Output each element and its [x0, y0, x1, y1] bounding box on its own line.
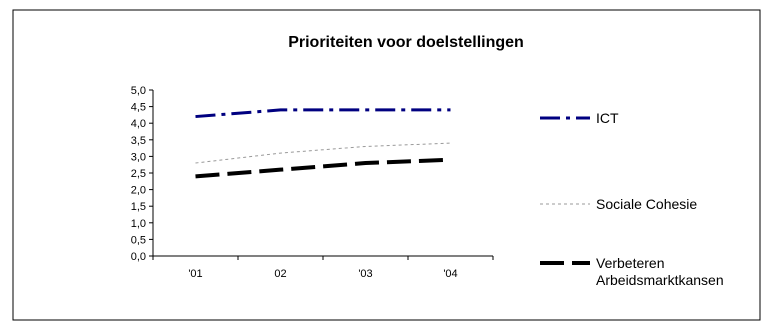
y-tick-label: 4,0	[131, 118, 146, 130]
y-tick-label: 1,0	[131, 218, 146, 230]
x-tick-label: '03	[358, 268, 372, 280]
legend: ICT Sociale Cohesie VerbeterenArbeidsmarkt…	[540, 110, 724, 288]
y-tick-label: 1,5	[131, 201, 146, 213]
x-tick-label: '01	[188, 268, 202, 280]
y-tick-label: 3,0	[131, 151, 146, 163]
x-tick-label: 02	[274, 268, 286, 280]
series-line-0	[195, 108, 451, 119]
legend-label-0: ICT	[596, 110, 619, 126]
y-tick-label: 5,0	[131, 85, 146, 97]
legend-label-1: Sociale Cohesie	[596, 196, 697, 212]
x-tick-label: '04	[443, 268, 457, 280]
legend-label-2: Verbeteren	[596, 255, 665, 271]
chart-border	[12, 9, 761, 321]
series-line-1	[195, 142, 451, 164]
y-tick-label: 4,5	[131, 102, 146, 114]
y-tick-label: 0,0	[131, 251, 146, 263]
plot-area: 0,0 0,5 1,0 1,5 2,0 2,5 3,0 3,5 4,0 4,5 5,0 '01 02 '0…	[131, 85, 494, 280]
chart-title: Prioriteiten voor doelstellingen	[288, 34, 524, 51]
series-line-2	[195, 157, 451, 179]
legend-label-2: Arbeidsmarktkansen	[596, 272, 724, 288]
y-tick-label: 0,5	[131, 234, 146, 246]
y-tick-label: 2,0	[131, 185, 146, 197]
y-tick-label: 3,5	[131, 135, 146, 147]
y-tick-label: 2,5	[131, 168, 146, 180]
